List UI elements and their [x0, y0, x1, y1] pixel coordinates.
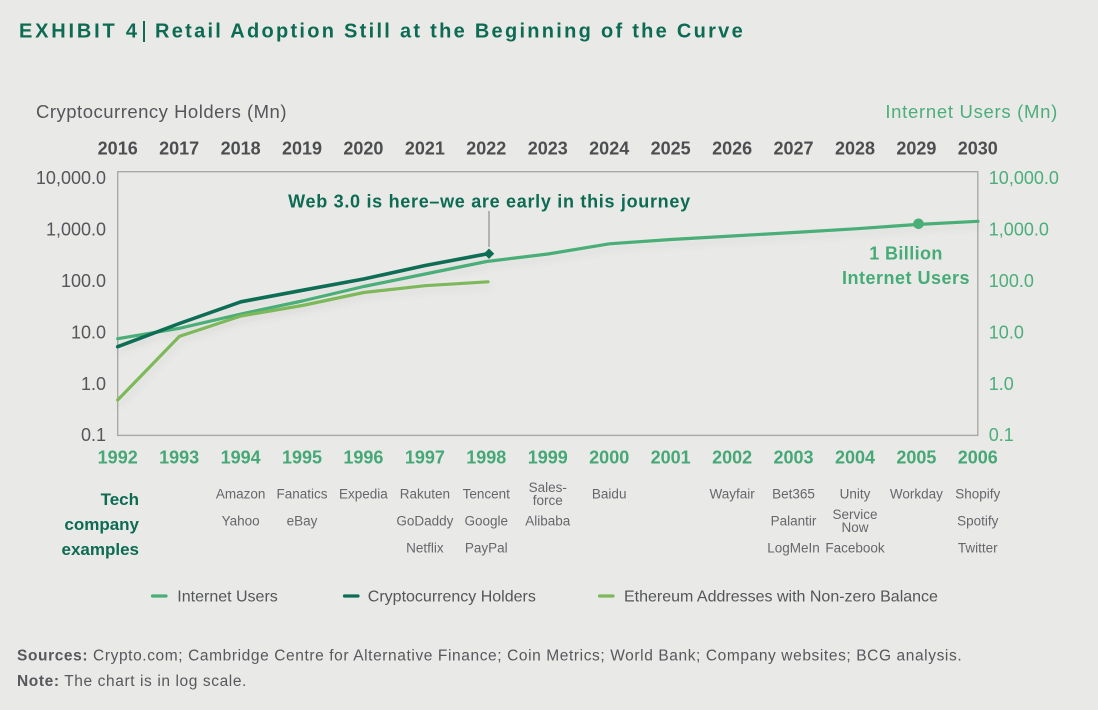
- svg-text:Unity: Unity: [840, 487, 871, 502]
- svg-text:Facebook: Facebook: [825, 541, 885, 556]
- svg-text:2020: 2020: [343, 139, 383, 159]
- svg-text:EXHIBIT 4: EXHIBIT 4: [19, 21, 140, 43]
- svg-text:eBay: eBay: [287, 514, 318, 529]
- svg-text:Wayfair: Wayfair: [709, 487, 755, 502]
- svg-text:Amazon: Amazon: [216, 487, 266, 502]
- svg-text:Palantir: Palantir: [771, 514, 817, 529]
- svg-text:Netflix: Netflix: [406, 541, 444, 556]
- svg-text:2003: 2003: [773, 448, 813, 468]
- svg-text:Spotify: Spotify: [957, 514, 999, 529]
- svg-text:Fanatics: Fanatics: [276, 487, 327, 502]
- svg-text:Now: Now: [841, 520, 868, 535]
- svg-text:2026: 2026: [712, 139, 752, 159]
- svg-text:Internet Users: Internet Users: [842, 268, 970, 288]
- svg-text:Expedia: Expedia: [339, 487, 388, 502]
- svg-text:0.1: 0.1: [989, 425, 1014, 445]
- svg-text:Google: Google: [465, 514, 509, 529]
- svg-text:1,000.0: 1,000.0: [989, 220, 1049, 240]
- svg-text:100.0: 100.0: [61, 271, 106, 291]
- svg-text:2001: 2001: [651, 448, 691, 468]
- svg-text:Shopify: Shopify: [955, 487, 1000, 502]
- svg-text:2004: 2004: [835, 448, 875, 468]
- svg-text:1992: 1992: [98, 448, 138, 468]
- svg-text:Ethereum Addresses with Non-ze: Ethereum Addresses with Non-zero Balance: [624, 589, 938, 606]
- svg-text:0.1: 0.1: [81, 425, 106, 445]
- svg-text:Sources: Crypto.com; Cambridge: Sources: Crypto.com; Cambridge Centre fo…: [17, 648, 962, 665]
- svg-text:2023: 2023: [528, 139, 568, 159]
- svg-text:2021: 2021: [405, 139, 445, 159]
- svg-text:2025: 2025: [651, 139, 691, 159]
- svg-text:2022: 2022: [466, 139, 506, 159]
- svg-text:2006: 2006: [958, 448, 998, 468]
- svg-text:Retail Adoption Still at the B: Retail Adoption Still at the Beginning o…: [155, 21, 745, 43]
- svg-text:Cryptocurrency Holders: Cryptocurrency Holders: [368, 589, 536, 606]
- svg-text:Bet365: Bet365: [772, 487, 815, 502]
- svg-text:2005: 2005: [896, 448, 936, 468]
- svg-text:10,000.0: 10,000.0: [989, 168, 1059, 188]
- svg-text:Baidu: Baidu: [592, 487, 627, 502]
- svg-text:2002: 2002: [712, 448, 752, 468]
- svg-text:1994: 1994: [221, 448, 261, 468]
- svg-text:Internet Users (Mn): Internet Users (Mn): [885, 101, 1058, 122]
- svg-text:2024: 2024: [589, 139, 629, 159]
- svg-text:Rakuten: Rakuten: [400, 487, 450, 502]
- svg-text:Tech: Tech: [101, 490, 139, 509]
- svg-text:2027: 2027: [773, 139, 813, 159]
- svg-text:Note: The chart is in log scal: Note: The chart is in log scale.: [17, 673, 247, 690]
- svg-text:2017: 2017: [159, 139, 199, 159]
- svg-text:Yahoo: Yahoo: [222, 514, 260, 529]
- svg-text:Alibaba: Alibaba: [525, 514, 571, 529]
- svg-text:1996: 1996: [343, 448, 383, 468]
- svg-text:2000: 2000: [589, 448, 629, 468]
- svg-text:1 Billion: 1 Billion: [869, 244, 943, 264]
- svg-text:LogMeIn: LogMeIn: [767, 541, 820, 556]
- svg-text:Sales-: Sales-: [529, 480, 567, 495]
- svg-text:1,000.0: 1,000.0: [46, 220, 106, 240]
- svg-text:1.0: 1.0: [81, 374, 106, 394]
- svg-text:10.0: 10.0: [71, 322, 106, 342]
- svg-text:1999: 1999: [528, 448, 568, 468]
- svg-text:2016: 2016: [98, 139, 138, 159]
- svg-text:Workday: Workday: [890, 487, 943, 502]
- svg-text:2029: 2029: [896, 139, 936, 159]
- svg-text:2019: 2019: [282, 139, 322, 159]
- svg-text:PayPal: PayPal: [465, 541, 508, 556]
- svg-text:10,000.0: 10,000.0: [36, 168, 106, 188]
- svg-text:Internet Users: Internet Users: [177, 589, 277, 606]
- svg-text:examples: examples: [62, 540, 140, 559]
- svg-text:1993: 1993: [159, 448, 199, 468]
- svg-text:Service: Service: [832, 507, 877, 522]
- svg-text:1997: 1997: [405, 448, 445, 468]
- svg-text:1998: 1998: [466, 448, 506, 468]
- svg-text:Tencent: Tencent: [463, 487, 511, 502]
- svg-text:2018: 2018: [221, 139, 261, 159]
- svg-text:1.0: 1.0: [989, 374, 1014, 394]
- svg-text:company: company: [64, 515, 139, 534]
- svg-text:2028: 2028: [835, 139, 875, 159]
- svg-text:1995: 1995: [282, 448, 322, 468]
- svg-text:Twitter: Twitter: [958, 541, 998, 556]
- svg-text:Web 3.0 is here–we are early i: Web 3.0 is here–we are early in this jou…: [288, 192, 691, 212]
- svg-text:2030: 2030: [958, 139, 998, 159]
- svg-text:GoDaddy: GoDaddy: [396, 514, 453, 529]
- svg-text:10.0: 10.0: [989, 322, 1024, 342]
- svg-text:100.0: 100.0: [989, 271, 1034, 291]
- svg-text:Cryptocurrency Holders (Mn): Cryptocurrency Holders (Mn): [36, 101, 287, 122]
- svg-text:force: force: [533, 493, 563, 508]
